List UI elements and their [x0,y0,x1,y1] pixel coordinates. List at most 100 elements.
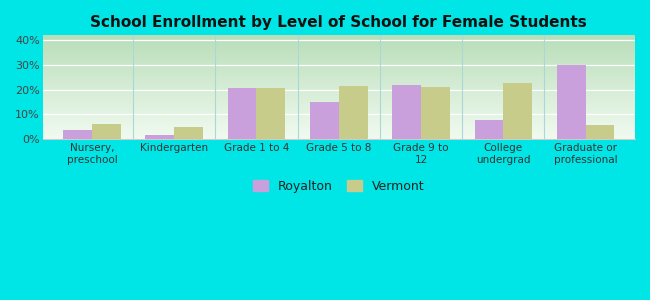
Bar [42,58,635,59]
Bar [42,70,635,72]
Bar [42,84,635,85]
Bar [474,121,503,139]
Bar [42,107,635,108]
Bar [42,95,635,97]
Bar [557,65,586,139]
Bar [42,56,635,57]
Bar [42,72,635,73]
Bar [42,85,635,86]
Bar [42,75,635,76]
Bar [42,62,635,63]
Bar [146,135,174,139]
Bar [174,127,203,139]
Bar [42,36,635,38]
Bar [42,38,635,40]
Bar [42,68,635,70]
Bar [63,130,92,139]
Bar [42,81,635,82]
Bar [42,129,635,130]
Bar [42,47,635,48]
Bar [42,46,635,47]
Bar [92,124,121,139]
Bar [42,50,635,51]
Bar [42,94,635,95]
Bar [42,86,635,87]
Bar [42,57,635,58]
Bar [42,103,635,104]
Bar [42,53,635,54]
Bar [42,78,635,79]
Title: School Enrollment by Level of School for Female Students: School Enrollment by Level of School for… [90,15,587,30]
Legend: Royalton, Vermont: Royalton, Vermont [252,180,425,193]
Bar [42,60,635,61]
Bar [586,125,614,139]
Bar [42,52,635,53]
Bar [42,124,635,125]
Bar [42,89,635,90]
Bar [42,59,635,60]
Bar [42,135,635,136]
Bar [42,111,635,112]
Bar [42,64,635,65]
Bar [42,123,635,124]
Bar [42,73,635,74]
Bar [42,118,635,119]
Bar [42,120,635,122]
Bar [42,90,635,91]
Bar [42,132,635,133]
Bar [42,97,635,98]
Bar [42,82,635,83]
Bar [42,128,635,129]
Bar [227,88,257,139]
Bar [42,137,635,138]
Bar [42,40,635,42]
Bar [42,66,635,68]
Bar [42,98,635,99]
Bar [42,116,635,117]
Bar [42,77,635,78]
Bar [42,115,635,116]
Bar [42,131,635,132]
Bar [42,45,635,46]
Bar [42,54,635,55]
Bar [392,85,421,139]
Bar [310,102,339,139]
Bar [42,100,635,102]
Bar [42,88,635,89]
Bar [42,112,635,113]
Bar [42,49,635,50]
Bar [42,134,635,135]
Bar [42,51,635,52]
Bar [42,79,635,80]
Bar [42,100,635,101]
Bar [42,108,635,109]
Bar [42,80,635,81]
Bar [42,93,635,94]
Bar [42,136,635,137]
Bar [42,130,635,131]
Bar [42,106,635,107]
Bar [42,114,635,115]
Bar [42,74,635,75]
Bar [503,83,532,139]
Bar [42,55,635,56]
Bar [42,99,635,100]
Bar [42,83,635,84]
Bar [42,102,635,103]
Bar [42,133,635,134]
Bar [42,119,635,120]
Bar [42,125,635,127]
Bar [42,113,635,114]
Bar [42,110,635,111]
Bar [42,91,635,92]
Bar [339,86,367,139]
Bar [42,76,635,77]
Bar [42,92,635,93]
Bar [42,63,635,64]
Bar [42,48,635,49]
Bar [257,88,285,139]
Bar [42,104,635,105]
Bar [42,61,635,62]
Bar [421,87,450,139]
Bar [42,109,635,110]
